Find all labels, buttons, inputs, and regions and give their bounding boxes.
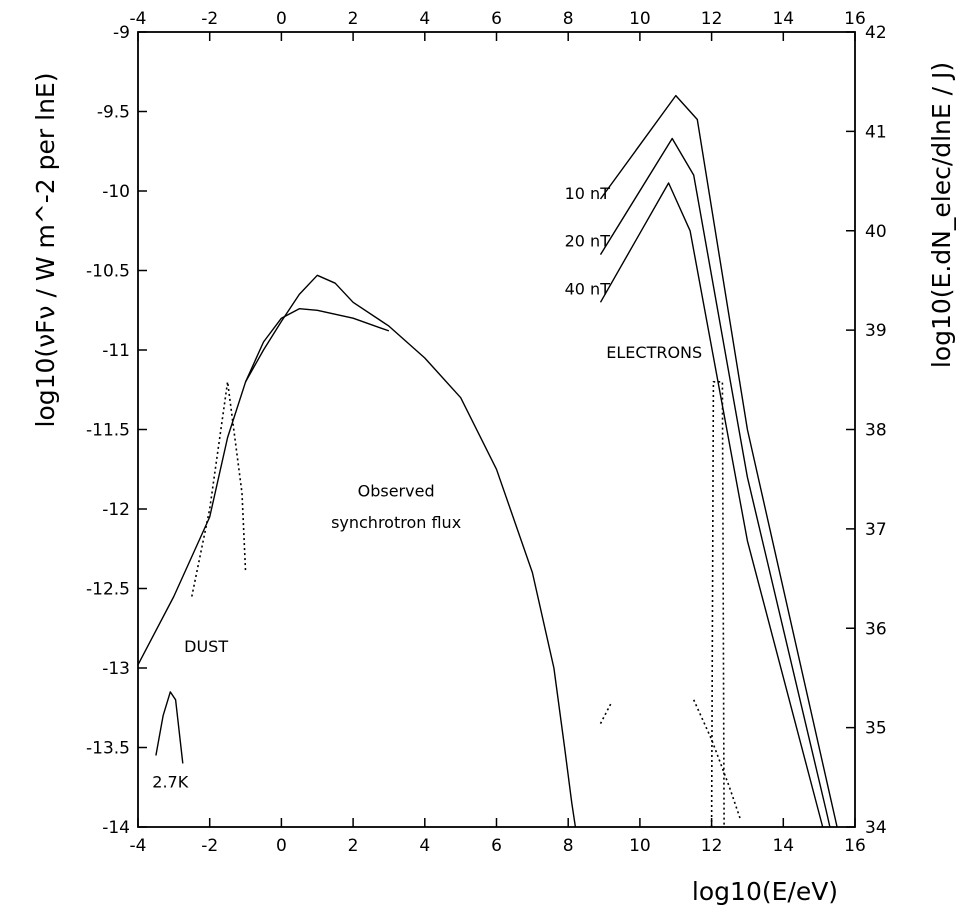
y-left-tick-label: -10.5 — [86, 262, 130, 282]
x-tick-label-top: 16 — [844, 9, 866, 29]
y-right-tick-label: 36 — [865, 619, 887, 639]
series-line-10-nt — [599, 94, 838, 828]
annotation-label: Observed — [358, 481, 435, 500]
x-tick-label-top: -4 — [130, 9, 147, 29]
y-left-tick-label: -9 — [113, 23, 130, 43]
x-tick-label-bottom: 16 — [844, 836, 866, 856]
y-left-tick-label: -11 — [102, 341, 130, 361]
x-tick-label-top: 10 — [629, 9, 651, 29]
ticks-layer: -4 -4 -2 -2 0 0 2 2 4 4 6 6 8 8 10 10 12 12 14 14 16 16 -9 -9.5… — [86, 9, 887, 856]
annotation-label: 10 nT — [565, 184, 611, 203]
y-right-tick-label: 38 — [865, 421, 887, 441]
annotations-layer: 10 nT 20 nT 40 nT ELECTRONS Observed synchrot… — [152, 184, 702, 791]
x-axis-title: log10(E/eV) — [692, 877, 838, 906]
y-left-tick-label: -13.5 — [86, 739, 130, 759]
x-tick-label-top: 6 — [491, 9, 502, 29]
x-tick-label-top: -2 — [201, 9, 218, 29]
y-right-tick-label: 42 — [865, 23, 887, 43]
x-tick-label-bottom: -2 — [201, 836, 218, 856]
x-tick-label-top: 12 — [701, 9, 723, 29]
series-line-40-nt — [599, 182, 824, 828]
annotation-label: 20 nT — [565, 232, 611, 251]
y-left-tick-label: -9.5 — [97, 103, 130, 123]
annotation-label: 40 nT — [565, 279, 611, 298]
annotation-label: ELECTRONS — [606, 343, 702, 362]
x-tick-label-bottom: 8 — [563, 836, 574, 856]
y-axis-left-title: log10(νFν / W m^-2 per lnE) — [31, 73, 60, 428]
x-tick-label-top: 4 — [419, 9, 430, 29]
y-right-tick-label: 41 — [865, 122, 887, 142]
x-tick-label-bottom: 14 — [772, 836, 794, 856]
annotation-label: synchrotron flux — [331, 513, 461, 532]
y-right-tick-label: 37 — [865, 520, 887, 540]
x-tick-label-top: 8 — [563, 9, 574, 29]
series-line-0 — [137, 274, 577, 828]
x-tick-label-top: 2 — [348, 9, 359, 29]
y-left-tick-label: -12 — [102, 500, 130, 520]
y-right-tick-label: 35 — [865, 719, 887, 739]
y-axis-right-title: log10(E.dN_elec/dlnE / J) — [927, 62, 956, 368]
x-tick-label-top: 0 — [276, 9, 287, 29]
series-line-4 — [599, 702, 612, 724]
y-right-tick-label: 34 — [865, 818, 887, 838]
y-left-tick-label: -13 — [102, 659, 130, 679]
y-left-tick-label: -10 — [102, 182, 130, 202]
y-left-tick-label: -14 — [102, 818, 130, 838]
series-line-20-nt — [599, 137, 831, 828]
x-tick-label-bottom: 2 — [348, 836, 359, 856]
x-tick-label-top: 14 — [772, 9, 794, 29]
series-line-3 — [155, 691, 184, 764]
y-left-tick-label: -11.5 — [86, 421, 130, 441]
y-right-tick-label: 40 — [865, 222, 887, 242]
annotation-label: 2.7K — [152, 772, 188, 791]
y-left-tick-label: -12.5 — [86, 580, 130, 600]
annotation-label: DUST — [184, 637, 228, 656]
series-line-2 — [191, 380, 247, 597]
series-line-6 — [710, 380, 725, 828]
lines-layer — [137, 94, 838, 828]
series-line-1 — [244, 308, 390, 383]
x-tick-label-bottom: -4 — [130, 836, 147, 856]
series-line-5 — [692, 699, 742, 820]
y-right-tick-label: 39 — [865, 321, 887, 341]
x-tick-label-bottom: 4 — [419, 836, 430, 856]
x-tick-label-bottom: 10 — [629, 836, 651, 856]
x-tick-label-bottom: 0 — [276, 836, 287, 856]
x-tick-label-bottom: 12 — [701, 836, 723, 856]
x-tick-label-bottom: 6 — [491, 836, 502, 856]
